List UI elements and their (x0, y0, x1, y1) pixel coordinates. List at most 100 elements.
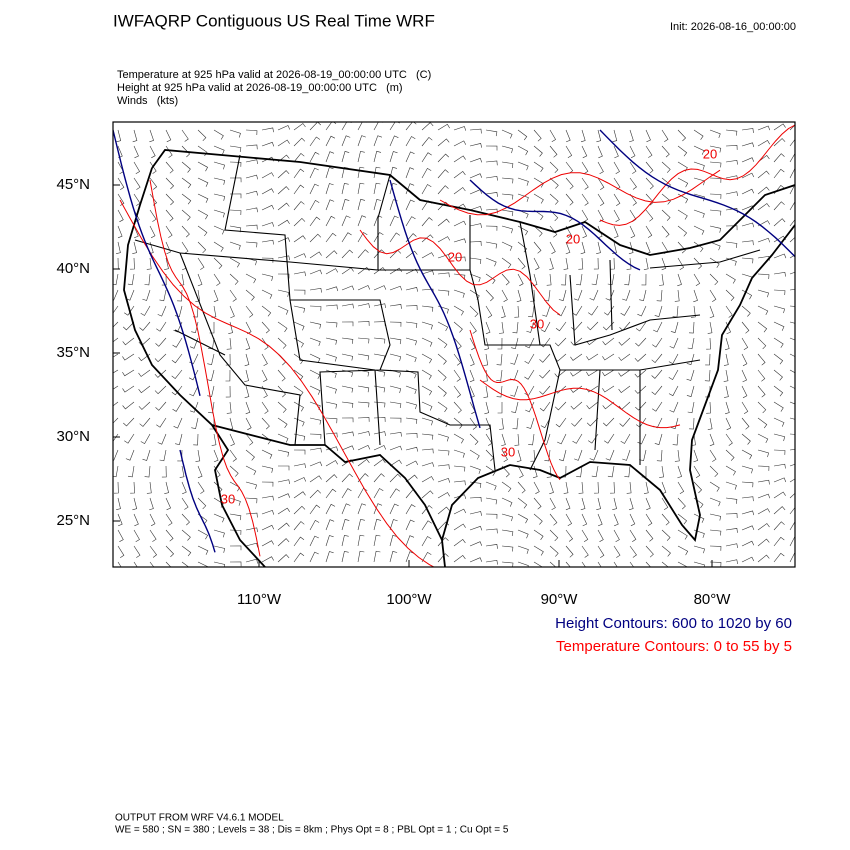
wind-barb (581, 513, 588, 527)
wind-barb (645, 545, 654, 558)
wind-barb (341, 353, 354, 361)
wind-barb (723, 353, 729, 366)
wind-barb (645, 177, 654, 190)
wind-barb (421, 305, 434, 312)
wind-barb (149, 545, 158, 558)
wind-barb (693, 193, 705, 202)
wind-barb (341, 473, 353, 483)
wind-barb (421, 505, 433, 515)
wind-barb (565, 225, 572, 238)
wind-barb (501, 561, 514, 567)
wind-barb (674, 289, 680, 302)
wind-barb (293, 201, 305, 211)
wind-barb (571, 417, 583, 427)
wind-barb (634, 353, 647, 362)
lat-label: 25°N (56, 512, 90, 529)
wind-barb (261, 321, 270, 334)
wind-barb (741, 496, 754, 502)
wind-barb (613, 145, 619, 159)
wind-barb (437, 153, 450, 163)
wind-barb (687, 401, 695, 414)
wind-barb (661, 545, 671, 557)
wind-barb (725, 465, 736, 476)
wind-barb (554, 337, 567, 347)
wind-barb (572, 433, 583, 444)
wind-barb (181, 513, 190, 526)
wind-barb (741, 417, 750, 430)
wind-barb (789, 219, 795, 227)
wind-barb (501, 193, 514, 200)
wind-barb (557, 305, 567, 317)
wind-barb (645, 161, 654, 174)
wind-barb (373, 431, 386, 436)
wind-barb (229, 241, 241, 250)
wind-barb (293, 235, 306, 243)
wind-barb (277, 321, 288, 333)
wind-barb (549, 145, 558, 158)
wind-barb (122, 369, 135, 377)
wind-barb (357, 122, 368, 131)
wind-barb (245, 159, 258, 165)
wind-barb (499, 417, 504, 430)
wind-barb (661, 145, 670, 158)
wind-barb (635, 321, 647, 332)
wind-barb (725, 559, 738, 565)
wind-barb (453, 465, 466, 472)
wind-barb (309, 385, 321, 395)
wind-barb (622, 289, 631, 301)
wind-barb (789, 321, 795, 324)
wind-barb (341, 337, 354, 344)
wind-barb (229, 129, 241, 138)
wind-barb (453, 321, 463, 333)
wind-barb (789, 271, 795, 275)
wind-barb (618, 353, 631, 361)
wind-barb (725, 433, 733, 446)
wind-barb (773, 491, 786, 499)
wind-barb (357, 445, 371, 451)
wind-barb (709, 433, 715, 447)
wind-barb (277, 273, 290, 279)
wind-barb (741, 257, 754, 264)
wind-barb (165, 529, 174, 542)
wind-barb (645, 497, 651, 511)
wind-barb (549, 545, 559, 557)
wind-barb (138, 385, 151, 394)
wind-barb (576, 465, 583, 478)
wind-barb (586, 417, 599, 427)
wind-barb (229, 481, 241, 492)
wind-barb (596, 497, 601, 510)
wind-barb (277, 255, 290, 261)
wind-barb (757, 170, 770, 179)
wind-barb (661, 257, 667, 271)
wind-barb (661, 161, 671, 173)
wind-barb (389, 519, 398, 531)
wind-barb (357, 337, 370, 344)
wind-barb (741, 240, 754, 246)
wind-barb (549, 177, 559, 189)
wind-barb (789, 535, 795, 547)
wind-barb (693, 545, 705, 554)
wind-barb (325, 215, 336, 227)
wind-barb (554, 401, 567, 411)
wind-barb (565, 161, 574, 174)
wind-barb (309, 433, 322, 439)
wind-barb (293, 217, 306, 227)
wind-barb (757, 433, 769, 444)
wind-barb (154, 385, 167, 395)
wind-barb (389, 459, 402, 467)
wind-barb (549, 481, 554, 495)
wind-barb (571, 321, 583, 331)
wind-barb (511, 401, 519, 414)
wind-barb (373, 285, 387, 291)
wind-barb (309, 551, 319, 563)
wind-barb (293, 321, 305, 331)
wind-barb (725, 289, 735, 302)
wind-barb (511, 337, 519, 350)
wind-barb (161, 465, 167, 478)
wind-barb (405, 401, 417, 410)
wind-barb (565, 145, 573, 158)
wind-barb (533, 161, 544, 172)
wind-barb (453, 220, 467, 227)
wind-barb (142, 449, 151, 461)
wind-barb (181, 145, 191, 158)
